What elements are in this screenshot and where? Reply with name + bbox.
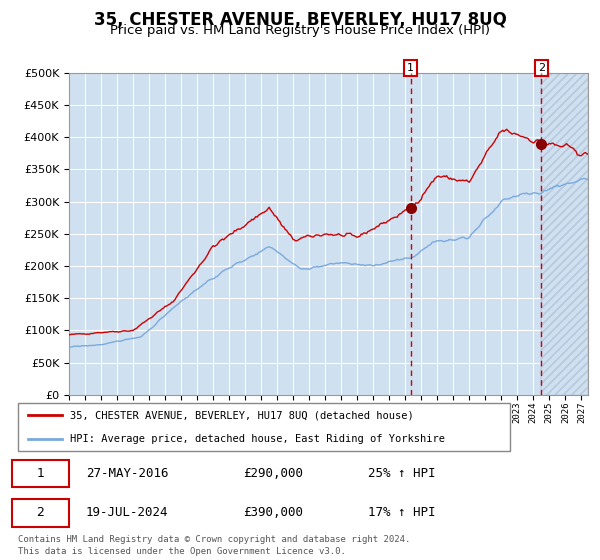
- Text: 25% ↑ HPI: 25% ↑ HPI: [368, 467, 435, 480]
- Text: Price paid vs. HM Land Registry's House Price Index (HPI): Price paid vs. HM Land Registry's House …: [110, 24, 490, 37]
- Text: £390,000: £390,000: [244, 506, 304, 520]
- Text: 27-MAY-2016: 27-MAY-2016: [86, 467, 168, 480]
- Text: 1: 1: [407, 63, 414, 73]
- Bar: [541, 73, 588, 395]
- Text: 35, CHESTER AVENUE, BEVERLEY, HU17 8UQ: 35, CHESTER AVENUE, BEVERLEY, HU17 8UQ: [94, 11, 506, 29]
- Text: Contains HM Land Registry data © Crown copyright and database right 2024.: Contains HM Land Registry data © Crown c…: [18, 535, 410, 544]
- Text: 1: 1: [37, 467, 44, 480]
- FancyBboxPatch shape: [13, 460, 69, 487]
- Text: 35, CHESTER AVENUE, BEVERLEY, HU17 8UQ (detached house): 35, CHESTER AVENUE, BEVERLEY, HU17 8UQ (…: [70, 410, 413, 420]
- FancyBboxPatch shape: [13, 500, 69, 526]
- Text: 2: 2: [37, 506, 44, 520]
- Text: 19-JUL-2024: 19-JUL-2024: [86, 506, 168, 520]
- Text: 17% ↑ HPI: 17% ↑ HPI: [368, 506, 435, 520]
- Text: 2: 2: [538, 63, 545, 73]
- Text: £290,000: £290,000: [244, 467, 304, 480]
- Bar: [541, 73, 588, 395]
- Text: HPI: Average price, detached house, East Riding of Yorkshire: HPI: Average price, detached house, East…: [70, 434, 445, 444]
- Text: This data is licensed under the Open Government Licence v3.0.: This data is licensed under the Open Gov…: [18, 547, 346, 556]
